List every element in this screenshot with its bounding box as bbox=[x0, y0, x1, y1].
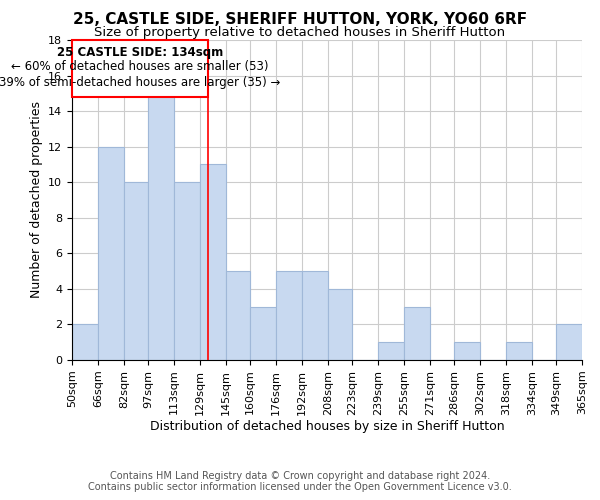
Bar bbox=[404, 306, 430, 360]
Text: ← 60% of detached houses are smaller (53): ← 60% of detached houses are smaller (53… bbox=[11, 60, 269, 73]
Bar bbox=[200, 164, 226, 360]
Text: 25 CASTLE SIDE: 134sqm: 25 CASTLE SIDE: 134sqm bbox=[57, 46, 223, 59]
Bar bbox=[378, 342, 404, 360]
FancyBboxPatch shape bbox=[72, 40, 208, 97]
X-axis label: Distribution of detached houses by size in Sheriff Hutton: Distribution of detached houses by size … bbox=[149, 420, 505, 434]
Bar bbox=[250, 306, 276, 360]
Text: 39% of semi-detached houses are larger (35) →: 39% of semi-detached houses are larger (… bbox=[0, 76, 281, 89]
Bar bbox=[148, 94, 174, 360]
Bar bbox=[174, 182, 200, 360]
Text: Size of property relative to detached houses in Sheriff Hutton: Size of property relative to detached ho… bbox=[94, 26, 506, 39]
Bar bbox=[454, 342, 480, 360]
Y-axis label: Number of detached properties: Number of detached properties bbox=[29, 102, 43, 298]
Text: Contains HM Land Registry data © Crown copyright and database right 2024.
Contai: Contains HM Land Registry data © Crown c… bbox=[88, 471, 512, 492]
Bar bbox=[72, 324, 98, 360]
Bar bbox=[98, 146, 124, 360]
Bar bbox=[276, 271, 302, 360]
Text: 25, CASTLE SIDE, SHERIFF HUTTON, YORK, YO60 6RF: 25, CASTLE SIDE, SHERIFF HUTTON, YORK, Y… bbox=[73, 12, 527, 28]
Bar bbox=[328, 289, 352, 360]
Bar bbox=[556, 324, 582, 360]
Bar bbox=[226, 271, 250, 360]
Bar bbox=[506, 342, 532, 360]
Bar bbox=[124, 182, 148, 360]
Bar bbox=[302, 271, 328, 360]
